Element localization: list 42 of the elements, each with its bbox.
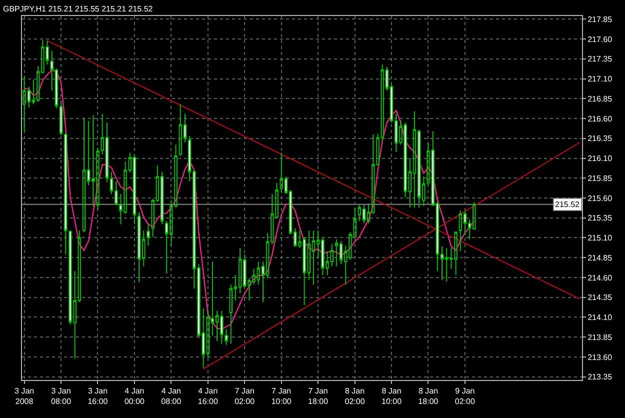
y-tick-label: 215.60 [588,194,613,203]
chart-title: GBPJPY,H1 215.21 215.55 215.21 215.52 [3,4,154,14]
x-tick-label: 9 Jan 02:00 [454,386,476,406]
y-tick-label: 215.35 [588,214,613,223]
y-tick-label: 215.10 [588,234,613,243]
x-tick-label: 4 Jan 16:00 [198,386,218,406]
x-tick-label: 7 Jan 10:00 [271,386,292,406]
x-tick-label: 3 Jan 16:00 [88,386,108,406]
x-tick-label: 3 Jan 2008 [14,386,34,406]
y-tick-label: 216.35 [588,134,613,144]
candlestick [64,133,68,255]
ref-line-label: 215.52 [555,200,580,209]
candlestick [362,204,366,224]
y-tick-label: 216.60 [588,114,613,124]
x-tick-label: 3 Jan 08:00 [51,386,72,406]
y-tick-label: 216.85 [588,94,613,104]
y-tick-label: 215.85 [588,174,613,183]
y-tick-label: 214.85 [588,253,613,262]
y-tick-label: 217.35 [588,54,613,64]
y-tick-label: 217.85 [588,14,613,24]
y-tick-label: 213.35 [588,372,613,382]
line-series [24,69,475,330]
x-tick-label: 7 Jan 02:00 [234,386,256,406]
candlestick [334,238,338,267]
y-tick-label: 213.60 [588,352,613,362]
x-tick-label: 8 Jan 18:00 [418,386,439,406]
y-tick-label: 216.10 [588,154,613,164]
y-tick-label: 213.85 [588,332,613,342]
y-tick-label: 217.10 [588,74,613,84]
x-tick-label: 7 Jan 18:00 [308,386,329,406]
candlestick [224,328,228,346]
x-tick-label: 8 Jan 02:00 [344,386,366,406]
candlestick [146,224,150,246]
y-tick-label: 214.10 [588,313,613,322]
x-tick-label: 4 Jan 08:00 [161,386,182,406]
x-tick-label: 8 Jan 10:00 [381,386,402,406]
candlestick [312,230,316,286]
candlestick [82,117,86,233]
x-tick-label: 4 Jan 00:00 [124,386,146,406]
y-tick-label: 217.60 [588,34,613,44]
y-tick-label: 214.35 [588,293,613,302]
y-tick-label: 214.60 [588,273,613,282]
